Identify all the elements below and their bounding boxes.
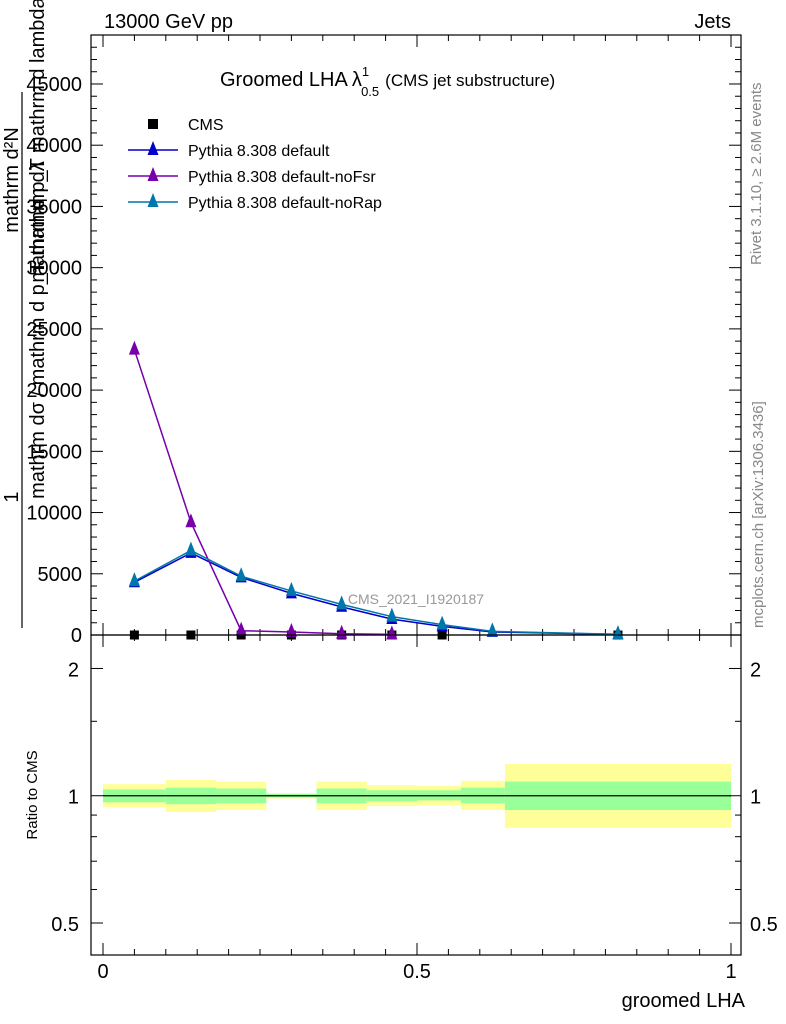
- y-tick-label: 20000: [26, 380, 82, 402]
- y-tick-label: 10000: [26, 503, 82, 525]
- x-tick-label: 0.5: [403, 961, 431, 983]
- ratio-tick-label-right: 2: [750, 659, 761, 681]
- legend-item: Pythia 8.308 default-noRap: [128, 193, 382, 212]
- series-point: [128, 572, 140, 587]
- ratio-tick-label-left: 0.5: [51, 914, 79, 936]
- ylabel-inner-numerator: mathrm d²N: [1, 127, 23, 233]
- series-point: [235, 621, 247, 636]
- series-point: [336, 595, 348, 610]
- series-point: [486, 622, 498, 637]
- title-suffix: (CMS jet substructure): [385, 71, 555, 90]
- analysis-watermark: CMS_2021_I1920187: [348, 591, 484, 607]
- series-point: [128, 340, 140, 355]
- ratio-tick-label-right: 0.5: [750, 914, 778, 936]
- legend: CMS Pythia 8.308 default Pythia 8.308 defa…: [128, 117, 382, 212]
- ratio-panel-frame: [90, 634, 742, 956]
- ratio-y-axis-label: Ratio to CMS: [24, 750, 41, 839]
- y-tick-label: 45000: [26, 74, 82, 96]
- legend-label: Pythia 8.308 default-noRap: [188, 195, 382, 212]
- series-point: [185, 513, 197, 528]
- x-tick-label: 0: [97, 961, 108, 983]
- legend-item: Pythia 8.308 default: [128, 141, 330, 160]
- title-symbol: λ: [352, 69, 362, 91]
- y-tick-label: 40000: [26, 135, 82, 157]
- ratio-axis-ticks: 0.5 0.5 1 1 2 2 0 0.5 1: [51, 635, 778, 983]
- series-line: [133, 349, 392, 636]
- ylabel-numerator: 1: [1, 491, 23, 502]
- rivet-label: Rivet 3.1.10, ≥ 2.6M events: [748, 83, 765, 266]
- ratio-bands: [103, 763, 731, 828]
- mcplots-label: mcplots.cern.ch [arXiv:1306.3436]: [750, 401, 767, 628]
- series-point: [235, 567, 247, 582]
- series-point: [185, 541, 197, 556]
- ratio-tick-label-left: 2: [68, 659, 79, 681]
- legend-label: CMS: [188, 117, 224, 134]
- header-left: 13000 GeV pp: [104, 11, 233, 33]
- header-right: Jets: [694, 11, 731, 33]
- legend-label: Pythia 8.308 default: [188, 143, 330, 160]
- legend-label: Pythia 8.308 default-noFsr: [188, 169, 376, 186]
- y-tick-label: 25000: [26, 319, 82, 341]
- series-point: [386, 607, 398, 622]
- main-y-axis-label: 1 mathrm dσ / mathrm d p_T mathrm dλ mat…: [1, 0, 49, 628]
- ratio-tick-label-left: 1: [68, 787, 79, 809]
- title-superscript: 1: [362, 64, 369, 79]
- series-3: [128, 541, 624, 640]
- series-point: [285, 622, 297, 637]
- series-point: [386, 625, 398, 640]
- title-text: Groomed LHA: [220, 69, 348, 91]
- legend-square-marker: [148, 119, 158, 129]
- y-tick-label: 35000: [26, 196, 82, 218]
- legend-item: Pythia 8.308 default-noFsr: [128, 167, 376, 186]
- legend-triangle-marker: [147, 167, 159, 181]
- x-tick-label: 1: [725, 961, 736, 983]
- y-tick-label: 30000: [26, 258, 82, 280]
- series-point: [612, 625, 624, 640]
- series-point: [436, 615, 448, 630]
- title-subscript: 0.5: [361, 84, 379, 99]
- ylabel-denominator: mathrm dσ / mathrm d p_T mathrm dλ: [27, 161, 49, 499]
- y-tick-label: 0: [71, 625, 82, 647]
- ylabel-inner-denominator: mathrm d p_T mathrm d lambda: [27, 0, 49, 283]
- series-point: [285, 581, 297, 596]
- legend-triangle-marker: [147, 141, 159, 155]
- y-tick-label: 5000: [38, 564, 83, 586]
- series-2: [128, 340, 398, 640]
- legend-triangle-marker: [147, 193, 159, 207]
- ratio-tick-label-right: 1: [750, 787, 761, 809]
- main-axis-ticks: 0 5000 10000 15000 20000 25000 30000 35000 40000…: [26, 35, 741, 647]
- y-tick-label: 15000: [26, 441, 82, 463]
- legend-item: CMS: [148, 117, 224, 134]
- x-axis-label: groomed LHA: [622, 990, 746, 1012]
- chart-title: Groomed LHA λ1 0.5 (CMS jet substructure): [220, 64, 555, 99]
